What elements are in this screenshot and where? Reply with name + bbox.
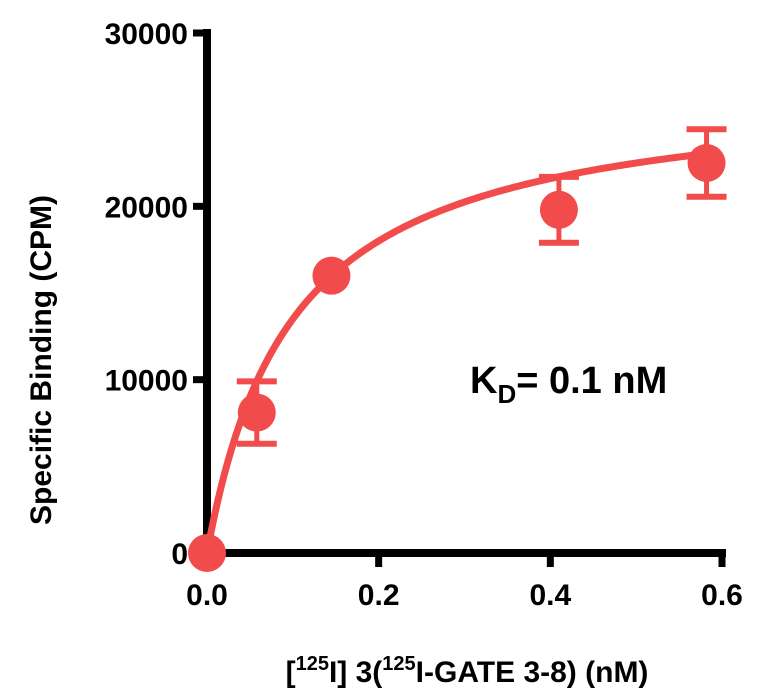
x-tick-label: 0.2: [358, 579, 400, 612]
y-tick-label: 30000: [105, 18, 188, 51]
y-tick-label: 20000: [105, 191, 188, 224]
data-point: [188, 534, 226, 572]
data-point: [312, 256, 351, 295]
y-tick-label: 0: [171, 538, 188, 571]
x-tick-label: 0.4: [529, 579, 571, 612]
data-point: [237, 393, 276, 432]
kd-annotation-prefix: K: [470, 360, 498, 402]
x-axis-title-sup2: 125: [382, 653, 415, 675]
kd-annotation-suffix: = 0.1 nM: [516, 360, 667, 402]
y-tick-label: 10000: [105, 365, 188, 398]
fit-curve: [203, 150, 711, 557]
data-point: [687, 144, 726, 182]
x-axis-title-open: [: [286, 656, 296, 689]
x-axis-title-sup1: 125: [296, 653, 329, 675]
x-tick-label: 0.6: [701, 579, 743, 612]
x-axis-title-mid: I] 3(: [329, 656, 382, 689]
data-point: [539, 190, 578, 229]
x-axis-title: [125I] 3(125I-GATE 3-8) (nM): [286, 653, 649, 689]
kd-annotation: KD= 0.1 nM: [470, 360, 667, 409]
plot-marks: 0 10000 20000 30000 0.0 0.2 0.4 0.6: [105, 18, 743, 612]
x-axis-title-tail: I-GATE 3-8) (nM): [416, 656, 649, 689]
y-axis-title: Specific Binding (CPM): [25, 195, 58, 525]
kd-annotation-subscript: D: [497, 379, 516, 409]
x-tick-label: 0.0: [186, 579, 228, 612]
